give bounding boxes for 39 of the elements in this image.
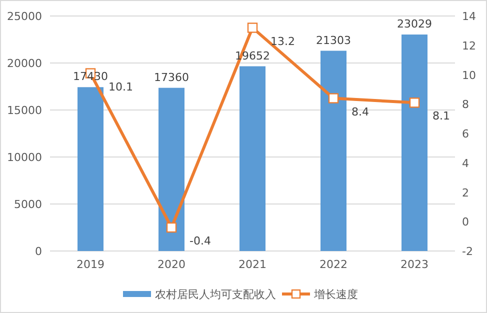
- x-tick-label: 2022: [320, 258, 348, 271]
- point: [166, 222, 177, 233]
- bar: [78, 87, 104, 251]
- y-tick-label: 10000: [7, 151, 42, 164]
- y-tick-label: 0: [35, 245, 42, 258]
- point: [328, 93, 339, 104]
- y2-tick-label: -2: [462, 245, 473, 258]
- data-label: 13.2: [270, 34, 295, 48]
- x-tick-label: 2023: [400, 258, 428, 271]
- y2-tick-label: 2: [462, 186, 469, 200]
- data-label: 23029: [397, 18, 432, 31]
- y-tick-label: 20000: [7, 57, 42, 70]
- point: [247, 22, 258, 33]
- data-label: 17360: [154, 70, 189, 84]
- data-label: 21303: [316, 34, 351, 47]
- legend-label: 增长速度: [313, 288, 358, 301]
- bar: [158, 88, 184, 251]
- x-tick-label: 2020: [158, 258, 186, 271]
- x-tick-label: 2021: [238, 258, 266, 271]
- bar: [402, 34, 428, 251]
- y2-tick-label: 4: [462, 156, 469, 170]
- bar: [240, 66, 266, 251]
- y-tick-label: 25000: [7, 10, 42, 23]
- y2-tick-label: 6: [462, 128, 469, 140]
- y2-tick-label: 14: [462, 10, 476, 23]
- data-label: 8.1: [432, 110, 450, 123]
- y2-tick-label: 12: [462, 39, 476, 52]
- y2-tick-label: 0: [462, 216, 469, 229]
- data-label: 8.4: [352, 105, 369, 118]
- point: [409, 98, 420, 108]
- bar: [320, 50, 346, 251]
- legend-label: 农村居民人均可支配收入: [155, 288, 276, 301]
- y-tick-label: 15000: [7, 104, 42, 117]
- data-label: 10.1: [108, 80, 133, 94]
- y-tick-label: 5000: [14, 198, 42, 211]
- y2-tick-label: 8: [462, 98, 469, 112]
- x-tick-label: 2019: [76, 258, 104, 271]
- y2-tick-label: 10: [462, 68, 476, 82]
- data-label: -0.4: [190, 234, 211, 248]
